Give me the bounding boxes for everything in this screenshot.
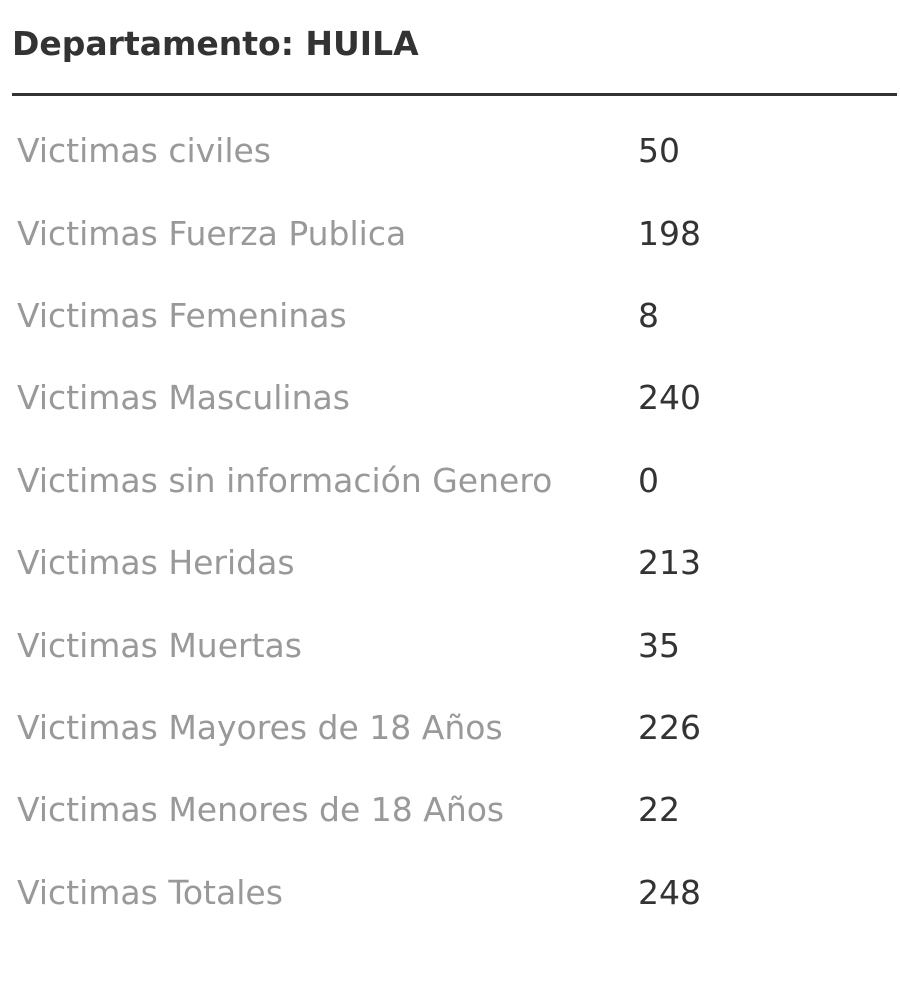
stat-row-menores-18: Victimas Menores de 18 Años 22	[17, 769, 838, 851]
stat-row-muertas: Victimas Muertas 35	[17, 604, 838, 686]
stat-row-mayores-18: Victimas Mayores de 18 Años 226	[17, 687, 838, 769]
stat-label: Victimas Totales	[17, 872, 283, 912]
stat-value: 8	[638, 295, 659, 335]
stat-label: Victimas Fuerza Publica	[17, 213, 407, 253]
stats-table: Victimas civiles 50 Victimas Fuerza Publ…	[17, 110, 838, 934]
stat-label: Victimas Femeninas	[17, 295, 347, 335]
stat-label: Victimas Mayores de 18 Años	[17, 707, 503, 747]
stat-label: Victimas civiles	[17, 131, 271, 171]
stat-value: 22	[638, 790, 680, 830]
stat-label: Victimas Heridas	[17, 543, 295, 583]
stat-value: 0	[638, 460, 659, 500]
stat-value: 240	[638, 378, 701, 418]
stat-value: 213	[638, 543, 701, 583]
stat-row-fuerza-publica: Victimas Fuerza Publica 198	[17, 192, 838, 274]
stat-value: 248	[638, 872, 701, 912]
panel-title: Departamento: HUILA	[12, 24, 419, 63]
stat-row-sin-genero: Victimas sin información Genero 0	[17, 440, 838, 522]
stat-label: Victimas sin información Genero	[17, 460, 553, 500]
stat-label: Victimas Menores de 18 Años	[17, 790, 505, 830]
stat-row-totales: Victimas Totales 248	[17, 852, 838, 934]
stat-value: 50	[638, 131, 680, 171]
stat-label: Victimas Masculinas	[17, 378, 350, 418]
stat-row-civiles: Victimas civiles 50	[17, 110, 838, 192]
stat-label: Victimas Muertas	[17, 625, 302, 665]
stat-value: 226	[638, 707, 701, 747]
title-divider	[12, 93, 897, 96]
stat-row-femeninas: Victimas Femeninas 8	[17, 275, 838, 357]
stat-row-heridas: Victimas Heridas 213	[17, 522, 838, 604]
stat-row-masculinas: Victimas Masculinas 240	[17, 357, 838, 439]
stat-value: 35	[638, 625, 680, 665]
stat-value: 198	[638, 213, 701, 253]
